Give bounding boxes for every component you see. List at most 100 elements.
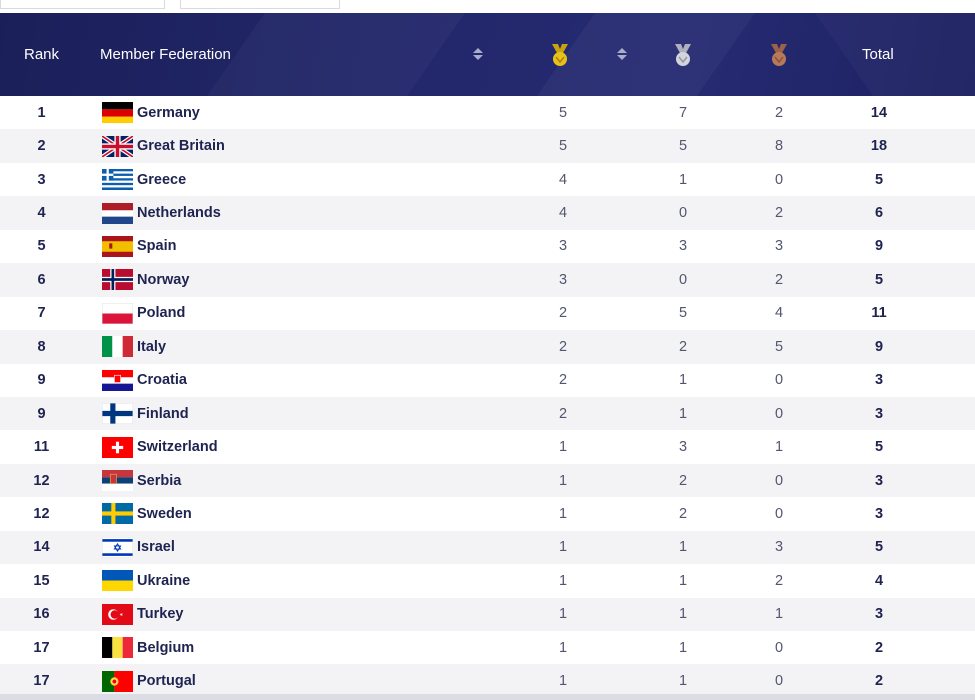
table-row[interactable]: 4 Netherlands 4 0 2 6 (0, 196, 975, 230)
federation-name[interactable]: Israel (137, 539, 175, 556)
bronze-count: 2 (774, 572, 784, 589)
federation-name[interactable]: Norway (137, 271, 190, 288)
flag-icon (102, 196, 133, 229)
flag-icon (102, 464, 133, 497)
federation-name[interactable]: Poland (137, 305, 186, 322)
silver-count: 2 (678, 472, 688, 489)
table-row[interactable]: 12 Serbia 1 2 0 3 (0, 463, 975, 498)
rank-cell: 8 (37, 338, 46, 355)
flag-icon (102, 263, 133, 296)
table-row[interactable]: 14 Israel 1 1 3 5 (0, 530, 975, 565)
silver-count: 0 (678, 271, 688, 288)
total-count: 5 (874, 171, 884, 188)
table-row[interactable]: 9 Finland 2 1 0 3 (0, 396, 975, 431)
bronze-count: 8 (774, 138, 784, 155)
federation-name[interactable]: Sweden (137, 505, 192, 522)
rank-cell: 3 (37, 171, 46, 188)
rank-cell: 1 (37, 104, 46, 121)
silver-count: 7 (678, 104, 688, 121)
bronze-count: 2 (774, 104, 784, 121)
table-row[interactable]: 5 Spain 3 3 3 9 (0, 230, 975, 263)
table-row[interactable]: 7 Poland 2 5 4 11 (0, 297, 975, 330)
table-header: Rank Member Federation Total (0, 13, 975, 96)
federation-name[interactable]: Serbia (137, 472, 182, 489)
federation-name[interactable]: Ukraine (137, 572, 191, 589)
table-row[interactable]: 17 Belgium 1 1 0 2 (0, 631, 975, 664)
federation-name[interactable]: Switzerland (137, 439, 218, 456)
flag-icon (102, 664, 133, 697)
silver-count: 2 (678, 338, 688, 355)
bronze-count: 2 (774, 271, 784, 288)
flag-icon (102, 230, 133, 263)
flag-icon (102, 297, 133, 330)
bronze-count: 0 (774, 673, 784, 690)
sort-gold-icon[interactable] (473, 48, 483, 62)
table-row[interactable]: 2 Great Britain 5 5 8 18 (0, 129, 975, 163)
federation-name[interactable]: Finland (137, 405, 189, 422)
table-row[interactable]: 16 Turkey 1 1 1 3 (0, 597, 975, 631)
rank-cell: 15 (33, 572, 50, 589)
top-strip (0, 0, 975, 13)
total-count: 9 (874, 238, 884, 255)
silver-count: 1 (678, 639, 688, 656)
federation-name[interactable]: Italy (137, 338, 167, 355)
rank-cell: 9 (37, 405, 46, 422)
scrollbar-track[interactable] (0, 694, 975, 700)
total-count: 3 (874, 472, 884, 489)
federation-name[interactable]: Germany (137, 104, 200, 121)
rank-cell: 16 (33, 606, 50, 623)
medal-table-body: 1 Germany 5 7 2 1 4 2 Great Britain 5 5 8 1 8 3 Greece 4… (0, 96, 975, 698)
silver-count: 2 (678, 505, 688, 522)
rank-cell: 2 (37, 138, 46, 155)
table-row[interactable]: 8 Italy 2 2 5 9 (0, 330, 975, 364)
table-row[interactable]: 17 Portugal 1 1 0 2 (0, 664, 975, 698)
bronze-count: 0 (774, 405, 784, 422)
flag-icon (102, 430, 133, 463)
table-row[interactable]: 6 Norway 3 0 2 5 (0, 263, 975, 297)
silver-count: 5 (678, 305, 688, 322)
bronze-count: 2 (774, 205, 784, 222)
table-row[interactable]: 12 Sweden 1 2 0 3 (0, 497, 975, 530)
table-row[interactable]: 9 Croatia 2 1 0 3 (0, 364, 975, 397)
flag-icon (102, 497, 133, 530)
federation-name[interactable]: Spain (137, 238, 177, 255)
federation-name[interactable]: Great Britain (137, 138, 225, 155)
gold-count: 1 (558, 606, 568, 623)
table-row[interactable]: 15 Ukraine 1 1 2 4 (0, 564, 975, 597)
bronze-count: 4 (774, 305, 784, 322)
bronze-count: 1 (774, 439, 784, 456)
bronze-count: 0 (774, 639, 784, 656)
total-count: 3 (874, 372, 884, 389)
rank-cell: 6 (37, 271, 46, 288)
federation-name[interactable]: Croatia (137, 372, 187, 389)
federation-name[interactable]: Belgium (137, 639, 195, 656)
gold-medal-icon (552, 44, 568, 66)
federation-name[interactable]: Netherlands (137, 205, 221, 222)
table-row[interactable]: 1 Germany 5 7 2 14 (0, 96, 975, 129)
gold-count: 4 (558, 171, 568, 188)
rank-cell: 7 (37, 305, 46, 322)
federation-name[interactable]: Portugal (137, 673, 196, 690)
filter-tab-2[interactable] (180, 0, 340, 9)
flag-icon (102, 96, 133, 129)
rank-cell: 12 (33, 505, 50, 522)
table-row[interactable]: 3 Greece 4 1 0 5 (0, 163, 975, 196)
flag-icon (102, 397, 133, 430)
total-count: 6 (874, 205, 884, 222)
federation-name[interactable]: Greece (137, 171, 187, 188)
table-row[interactable]: 11 Switzerland 1 3 1 5 (0, 430, 975, 463)
flag-icon (102, 531, 133, 564)
flag-icon (102, 330, 133, 363)
bronze-medal-icon (771, 44, 787, 66)
rank-column-header: Rank (24, 46, 60, 63)
bronze-count: 3 (774, 539, 784, 556)
silver-count: 1 (678, 539, 688, 556)
silver-count: 0 (678, 205, 688, 222)
total-count: 4 (874, 572, 884, 589)
sort-silver-icon[interactable] (617, 48, 627, 62)
federation-name[interactable]: Turkey (137, 606, 184, 623)
flag-icon (102, 163, 133, 196)
filter-tab-1[interactable] (0, 0, 165, 9)
rank-cell: 12 (33, 472, 50, 489)
silver-count: 5 (678, 138, 688, 155)
